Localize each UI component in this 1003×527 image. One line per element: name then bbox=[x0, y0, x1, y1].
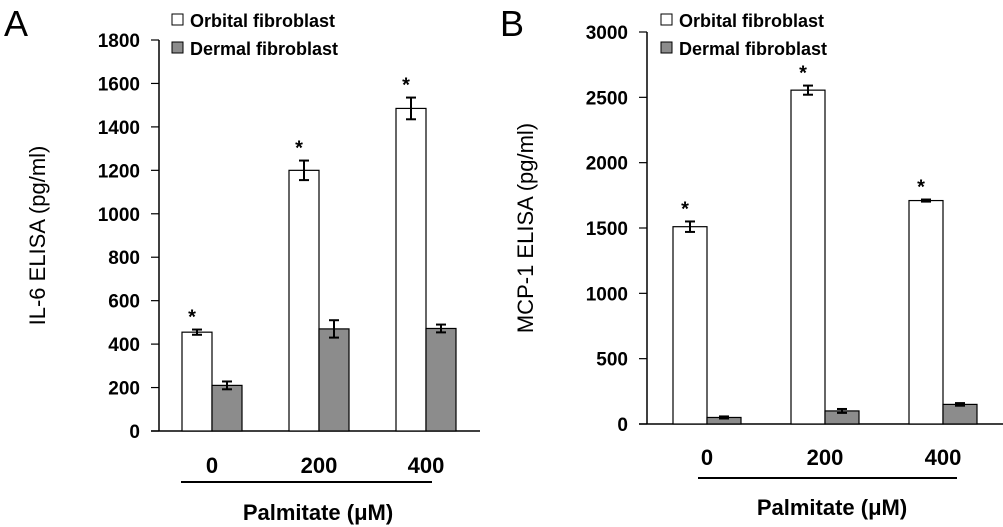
significance-marker: * bbox=[681, 198, 689, 220]
panel-label: B bbox=[500, 3, 524, 44]
significance-marker: * bbox=[799, 63, 807, 85]
bar-dermal-400 bbox=[942, 403, 978, 425]
y-tick-label: 3000 bbox=[586, 23, 628, 44]
bar-orbital-200 bbox=[288, 169, 320, 432]
y-tick-label: 2500 bbox=[586, 88, 628, 109]
x-tick-label: 200 bbox=[301, 453, 338, 478]
y-tick-label: 0 bbox=[129, 422, 140, 443]
x-tick-label: 400 bbox=[925, 445, 962, 470]
bar-dermal-0 bbox=[211, 384, 243, 432]
y-tick-label: 1800 bbox=[98, 31, 140, 52]
y-tick-label: 1000 bbox=[98, 205, 140, 226]
significance-marker: * bbox=[917, 177, 925, 199]
y-tick-label: 500 bbox=[596, 350, 628, 371]
x-tick-label: 0 bbox=[206, 453, 218, 478]
legend-swatch bbox=[660, 41, 673, 54]
legend-label: Dermal fibroblast bbox=[190, 39, 338, 59]
y-tick-label: 800 bbox=[108, 248, 140, 269]
x-tick-label: 0 bbox=[701, 445, 713, 470]
significance-marker: * bbox=[188, 307, 196, 329]
bar-orbital-400 bbox=[908, 199, 944, 425]
y-tick-label: 400 bbox=[108, 335, 140, 356]
y-tick-label: 1400 bbox=[98, 118, 140, 139]
x-axis-label: Palmitate (μM) bbox=[243, 500, 393, 525]
significance-marker: * bbox=[402, 75, 410, 97]
y-tick-label: 2000 bbox=[586, 154, 628, 175]
x-axis-label: Palmitate (μM) bbox=[757, 495, 907, 520]
bar-orbital-0 bbox=[672, 226, 708, 425]
legend-swatch bbox=[171, 13, 184, 26]
y-axis-label: MCP-1 ELISA (pg/ml) bbox=[513, 123, 538, 333]
panel-label: A bbox=[4, 3, 28, 44]
y-axis-label: IL-6 ELISA (pg/ml) bbox=[25, 146, 50, 326]
legend-label: Dermal fibroblast bbox=[679, 39, 827, 59]
x-tick-label: 400 bbox=[408, 453, 445, 478]
bar-orbital-0 bbox=[181, 331, 213, 432]
y-tick-label: 0 bbox=[617, 415, 628, 436]
y-tick-label: 600 bbox=[108, 292, 140, 313]
x-tick-label: 200 bbox=[807, 445, 844, 470]
bar-dermal-400 bbox=[425, 327, 457, 432]
bar-orbital-400 bbox=[395, 107, 427, 432]
y-tick-label: 200 bbox=[108, 379, 140, 400]
y-tick-label: 1000 bbox=[586, 284, 628, 305]
y-tick-label: 1200 bbox=[98, 161, 140, 182]
bar-orbital-200 bbox=[790, 89, 826, 425]
y-tick-label: 1600 bbox=[98, 74, 140, 95]
legend-swatch bbox=[171, 41, 184, 54]
chart-panel-a: A IL-6 ELISA (pg/ml) 0 200 400 600 800 1000 1200… bbox=[4, 3, 480, 525]
y-tick-label: 1500 bbox=[586, 219, 628, 240]
significance-marker: * bbox=[295, 138, 303, 160]
legend-label: Orbital fibroblast bbox=[679, 11, 824, 31]
legend-label: Orbital fibroblast bbox=[190, 11, 335, 31]
bar-dermal-200 bbox=[318, 328, 350, 432]
legend-swatch bbox=[660, 13, 673, 26]
